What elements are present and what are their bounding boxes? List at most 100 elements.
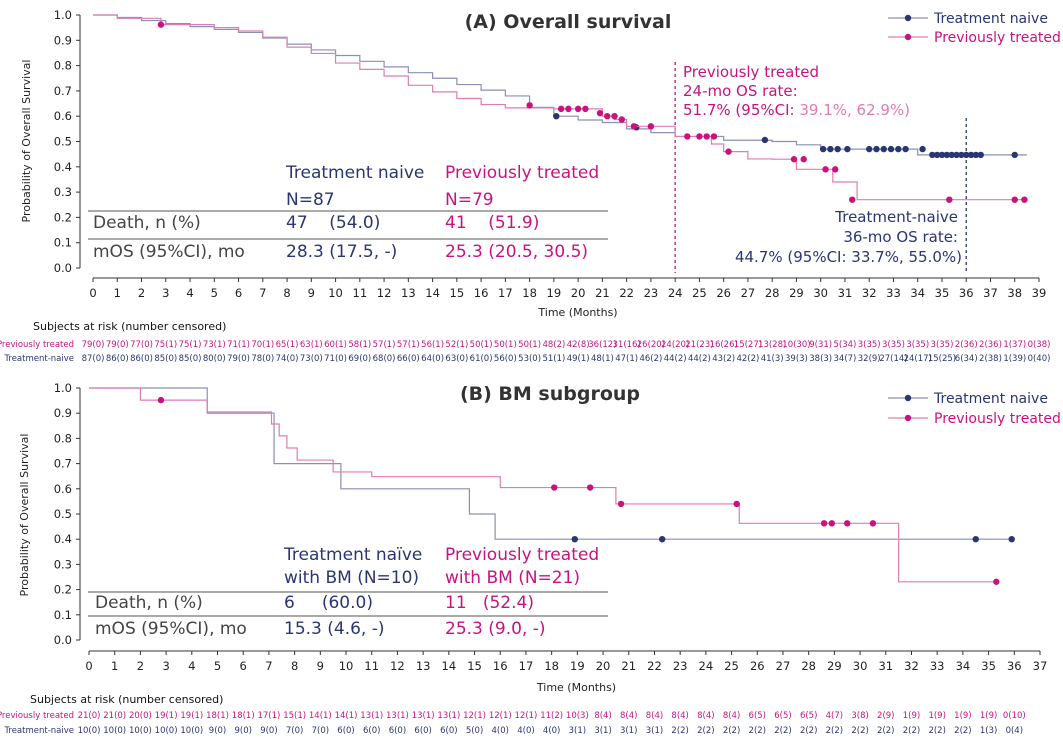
at-risk-cell-treated: 3(35) xyxy=(882,340,905,350)
x-tick-label: 34 xyxy=(910,286,925,300)
x-tick-label: 30 xyxy=(813,286,828,300)
at-risk-cell-naive: 43(2) xyxy=(712,354,735,364)
at-risk-cell-treated: 1(9) xyxy=(903,711,920,721)
y-tick-label: 0.6 xyxy=(54,482,72,496)
at-risk-cell-treated: 24(20) xyxy=(661,340,689,350)
x-axis-label: Time (Months) xyxy=(536,681,616,694)
table-head-treated-n: N=79 xyxy=(445,190,494,210)
x-tick-label: 38 xyxy=(1007,286,1022,300)
censor-mark-treated xyxy=(684,133,691,140)
rate-label-naive: 36-mo OS rate: xyxy=(843,228,958,246)
at-risk-cell-naive: 3(1) xyxy=(569,726,586,736)
at-risk-cell-naive: 1(3) xyxy=(980,726,997,736)
at-risk-cell-treated: 8(4) xyxy=(671,711,688,721)
at-risk-cell-treated: 21(23) xyxy=(685,340,713,350)
at-risk-cell-naive: 10(0) xyxy=(103,726,126,736)
x-tick-label: 12 xyxy=(390,659,405,673)
y-tick-label: 0.7 xyxy=(54,84,72,98)
x-tick-label: 6 xyxy=(235,286,242,300)
at-risk-cell-naive: 71(0) xyxy=(324,354,347,364)
censor-mark-treated xyxy=(630,123,638,130)
x-tick-label: 27 xyxy=(776,659,791,673)
at-risk-title: Subjects at risk (number censored) xyxy=(33,320,226,333)
at-risk-cell-naive: 63(0) xyxy=(445,354,468,364)
at-risk-cell-treated: 18(1) xyxy=(206,711,229,721)
at-risk-cell-naive: 53(0) xyxy=(518,354,541,364)
x-tick-label: 23 xyxy=(673,659,688,673)
at-risk-cell-treated: 5(34) xyxy=(834,340,857,350)
x-tick-label: 5 xyxy=(214,659,221,673)
at-risk-cell-treated: 19(1) xyxy=(180,711,203,721)
x-tick-label: 11 xyxy=(353,286,368,300)
at-risk-cell-treated: 3(35) xyxy=(858,340,881,350)
at-risk-cell-naive: 46(2) xyxy=(639,354,662,364)
at-risk-cell-treated: 8(4) xyxy=(646,711,663,721)
table-value-naive: 6 (60.0) xyxy=(284,593,373,613)
censor-mark-treated xyxy=(820,520,828,527)
y-tick-label: 0.8 xyxy=(54,59,72,73)
at-risk-cell-naive: 10(0) xyxy=(180,726,203,736)
at-risk-cell-treated: 11(2) xyxy=(540,711,563,721)
censor-mark-treated xyxy=(617,500,625,508)
x-tick-label: 26 xyxy=(716,286,731,300)
at-risk-cell-naive: 9(0) xyxy=(260,726,277,736)
at-risk-cell-naive: 47(1) xyxy=(615,354,638,364)
x-tick-label: 33 xyxy=(930,659,945,673)
censor-mark-treated xyxy=(1011,196,1018,203)
x-tick-label: 4 xyxy=(186,286,193,300)
at-risk-cell-naive: 80(0) xyxy=(203,354,226,364)
at-risk-cell-naive: 2(2) xyxy=(851,726,868,736)
at-risk-cell-treated: 13(28) xyxy=(758,340,786,350)
x-tick-label: 35 xyxy=(981,659,996,673)
x-tick-label: 2 xyxy=(138,286,145,300)
at-risk-cell-treated: 10(30) xyxy=(782,340,810,350)
table-head-naive: Treatment naïve xyxy=(283,545,422,565)
rate-label-treated: Previously treated xyxy=(683,63,819,81)
at-risk-cell-treated: 71(1) xyxy=(227,340,250,350)
at-risk-cell-treated: 12(1) xyxy=(515,711,538,721)
legend-marker-naive xyxy=(904,14,912,22)
y-tick-label: 0.5 xyxy=(54,507,72,521)
legend-label-naive: Treatment naive xyxy=(933,11,1048,27)
censor-mark-naive xyxy=(933,151,941,159)
at-risk-cell-treated: 6(5) xyxy=(800,711,817,721)
censor-mark-treated xyxy=(822,166,829,173)
censor-mark-treated xyxy=(946,196,953,203)
x-tick-label: 7 xyxy=(259,286,266,300)
y-tick-label: 0.7 xyxy=(54,457,72,471)
x-tick-label: 0 xyxy=(89,286,96,300)
censor-mark-treated xyxy=(557,105,565,113)
at-risk-cell-naive: 4(0) xyxy=(543,726,560,736)
at-risk-label-naive: Treatment-naive xyxy=(3,726,74,736)
table-value-treated: 41 (51.9) xyxy=(445,213,539,233)
at-risk-cell-treated: 50(1) xyxy=(470,340,493,350)
x-tick-label: 14 xyxy=(442,659,457,673)
at-risk-cell-treated: 50(1) xyxy=(518,340,541,350)
at-risk-cell-treated: 12(1) xyxy=(489,711,512,721)
at-risk-cell-treated: 1(37) xyxy=(1003,340,1026,350)
at-risk-cell-naive: 2(2) xyxy=(903,726,920,736)
at-risk-cell-naive: 6(0) xyxy=(440,726,457,736)
censor-mark-treated xyxy=(849,196,856,203)
x-tick-label: 4 xyxy=(188,659,195,673)
at-risk-cell-treated: 36(12) xyxy=(588,340,616,350)
censor-mark-treated xyxy=(993,578,1000,585)
censor-mark-naive xyxy=(1008,536,1015,543)
km-curve-treated xyxy=(89,387,997,583)
at-risk-cell-naive: 51(1) xyxy=(542,354,565,364)
at-risk-cell-treated: 0(10) xyxy=(1003,711,1026,721)
at-risk-cell-naive: 2(2) xyxy=(749,726,766,736)
censor-mark-treated xyxy=(574,105,582,113)
censor-mark-treated xyxy=(1021,196,1028,203)
x-tick-label: 13 xyxy=(401,286,416,300)
y-tick-label: 0.0 xyxy=(54,633,72,647)
censor-mark-treated xyxy=(565,105,572,113)
censor-mark-naive xyxy=(834,145,841,153)
at-risk-cell-treated: 13(1) xyxy=(386,711,409,721)
censor-mark-treated xyxy=(157,396,165,404)
at-risk-cell-naive: 32(9) xyxy=(858,354,881,364)
x-tick-label: 26 xyxy=(750,659,765,673)
at-risk-cell-treated: 31(16) xyxy=(613,340,641,350)
at-risk-cell-treated: 56(1) xyxy=(421,340,444,350)
